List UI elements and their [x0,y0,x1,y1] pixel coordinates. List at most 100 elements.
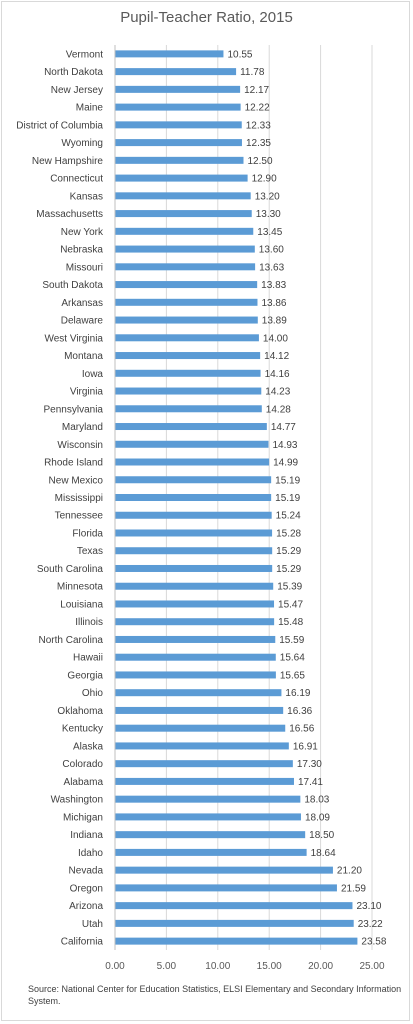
bar [115,227,254,235]
data-label: 13.30 [256,209,281,220]
category-label: Michigan [63,812,103,823]
data-label: 12.17 [244,85,269,96]
category-label: Ohio [82,688,104,699]
bar [115,618,275,626]
category-label: Nebraska [60,245,103,256]
data-label: 16.19 [285,688,310,699]
data-label: 21.59 [341,883,366,894]
bar [115,582,274,590]
bar [115,50,224,58]
category-label: Pennsylvania [44,404,104,415]
category-label: New Jersey [51,85,103,96]
category-label: Texas [77,546,103,557]
category-label: Florida [72,528,103,539]
category-label: Colorado [62,759,103,770]
category-label: Delaware [61,316,104,327]
category-label: Arizona [69,901,103,912]
x-tick-label: 0.00 [105,961,125,972]
data-label: 16.91 [293,741,318,752]
category-label: Wyoming [61,138,103,149]
category-label: South Carolina [37,564,104,575]
category-label: California [61,937,104,948]
category-label: Maine [76,103,104,114]
data-label: 16.36 [287,706,312,717]
category-label: Washington [51,795,103,806]
bar [115,848,307,856]
data-label: 13.20 [255,191,280,202]
data-label: 13.86 [261,298,286,309]
data-label: 12.35 [246,138,271,149]
data-label: 14.93 [272,440,297,451]
data-label: 15.64 [280,653,305,664]
chart-title: Pupil-Teacher Ratio, 2015 [120,9,293,26]
category-label: Illinois [75,617,103,628]
category-label: Maryland [62,422,103,433]
category-label: South Dakota [42,280,103,291]
category-label: Idaho [78,848,103,859]
category-label: New Hampshire [32,156,104,167]
bar [115,103,241,111]
bar [115,689,282,697]
bar [115,919,354,927]
category-label: Kentucky [62,724,103,735]
data-label: 23.10 [356,901,381,912]
category-label: Virginia [70,387,104,398]
data-label: 15.29 [276,564,301,575]
data-label: 13.63 [259,262,284,273]
bar [115,795,301,803]
data-label: 14.77 [271,422,296,433]
data-label: 16.56 [289,724,314,735]
data-label: 15.59 [279,635,304,646]
bar [115,884,337,892]
category-label: Mississippi [55,493,103,504]
bar [115,298,258,306]
bar [115,281,258,289]
data-label: 15.24 [276,511,301,522]
category-label: Indiana [70,830,103,841]
category-label: North Carolina [39,635,104,646]
category-label: Georgia [67,670,103,681]
data-label: 23.58 [361,937,386,948]
bar [115,334,259,342]
bar [115,68,237,76]
data-label: 15.47 [278,599,303,610]
category-label: Louisiana [60,599,103,610]
data-label: 15.28 [276,528,301,539]
data-label: 10.55 [227,49,252,60]
data-label: 18.50 [309,830,334,841]
bar [115,139,242,147]
category-label: Alabama [64,777,104,788]
x-tick-label: 10.00 [205,961,230,972]
data-label: 23.22 [358,919,383,930]
data-label: 13.45 [257,227,282,238]
bar [115,635,276,643]
bar [115,423,267,431]
data-label: 14.28 [266,404,291,415]
bar [115,245,255,253]
category-label: Iowa [82,369,104,380]
category-label: District of Columbia [16,120,103,131]
data-label: 14.00 [263,333,288,344]
x-tick-label: 15.00 [257,961,282,972]
bar [115,476,272,484]
category-label: New York [61,227,104,238]
category-label: Tennessee [55,511,104,522]
bar [115,653,276,661]
bar [115,937,358,945]
category-label: Oklahoma [57,706,103,717]
bar [115,121,242,129]
x-tick-label: 5.00 [157,961,177,972]
data-label: 15.19 [275,493,300,504]
category-label: North Dakota [44,67,103,78]
data-label: 14.23 [265,387,290,398]
category-label: Connecticut [50,174,103,185]
data-label: 12.33 [246,120,271,131]
bar [115,671,276,679]
data-label: 13.89 [262,316,287,327]
bar [115,600,275,608]
x-tick-label: 20.00 [308,961,333,972]
bar [115,866,333,874]
bar [115,724,286,732]
category-label: Wisconsin [57,440,103,451]
source-note: Source: National Center for Education St… [28,984,402,1006]
